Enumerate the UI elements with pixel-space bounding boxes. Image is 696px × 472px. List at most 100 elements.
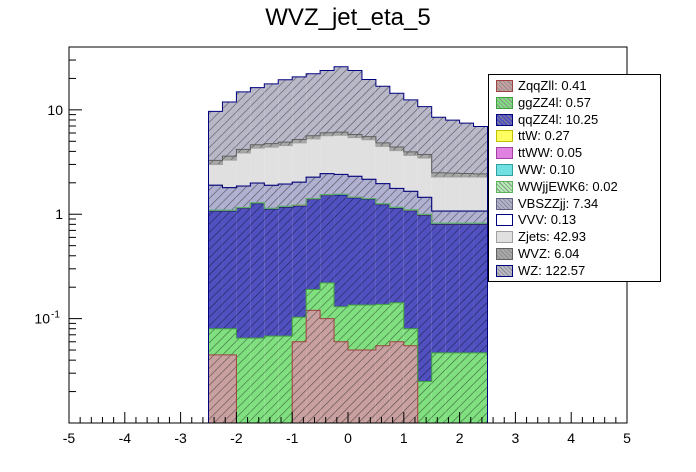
bar-WVZ-bin8: [320, 132, 335, 136]
bar-qqZZ4l-bin7: [306, 199, 321, 290]
bar-VBSZZjj-bin18: [459, 211, 474, 224]
legend-entry-VVV: VVV: 0.13: [489, 212, 660, 228]
legend-entry-ggZZ4l: ggZZ4l: 0.57: [489, 95, 660, 111]
bar-qqZZ4l-bin2: [236, 208, 251, 339]
bar-ZqqZll-bin10: [348, 350, 362, 423]
bar-ZqqZll-bin1: [222, 354, 237, 423]
x-tick-label: -1: [286, 430, 299, 446]
bar-Zjets-bin9: [334, 135, 348, 175]
x-tick-label: 5: [623, 430, 631, 446]
legend-swatch: [496, 264, 513, 277]
bar-qqZZ4l-bin13: [389, 208, 404, 303]
bar-WZ-bin2: [236, 91, 251, 150]
bar-WVZ-bin15: [417, 154, 432, 159]
bar-Zjets-bin3: [250, 148, 265, 183]
bar-WZ-bin19: [473, 126, 488, 174]
outline-WWjjEWK6: [208, 193, 488, 423]
bar-WZ-bin1: [222, 101, 237, 157]
bar-VBSZZjj-bin10: [348, 176, 362, 198]
bar-ggZZ4l-bin4: [264, 336, 279, 423]
legend-entry-qqZZ4l: qqZZ4l: 10.25: [489, 112, 660, 128]
legend-swatch: [496, 130, 513, 143]
bar-WZ-bin12: [375, 86, 390, 143]
bar-qqZZ4l-bin8: [320, 195, 335, 283]
bar-ZqqZll-bin6: [292, 341, 307, 423]
bar-qqZZ4l-bin9: [334, 194, 348, 307]
legend-entry-Zjets: Zjets: 42.93: [489, 229, 660, 245]
bar-ggZZ4l-bin17: [445, 352, 460, 423]
outline-WVZ: [208, 131, 488, 423]
x-tick-label: -4: [119, 430, 132, 446]
bar-ggZZ4l-bin5: [278, 336, 293, 423]
bar-VBSZZjj-bin0: [208, 185, 223, 211]
bar-WVZ-bin9: [334, 132, 348, 136]
bar-ZqqZll-bin0: [208, 354, 223, 423]
bar-VBSZZjj-bin15: [417, 197, 432, 215]
bar-WVZ-bin1: [222, 156, 237, 161]
bar-VBSZZjj-bin11: [361, 179, 376, 199]
bar-ggZZ4l-bin12: [375, 304, 390, 346]
bar-ggZZ4l-bin7: [306, 289, 321, 311]
x-tick-label: 4: [567, 430, 575, 446]
legend-swatch: [496, 96, 513, 109]
bar-ZqqZll-bin12: [375, 345, 390, 423]
bar-Zjets-bin14: [403, 155, 418, 192]
bar-WZ-bin4: [264, 83, 279, 144]
bar-qqZZ4l-bin1: [222, 211, 237, 329]
legend-entry-WWjjEWK6: WWjjEWK6: 0.02: [489, 179, 660, 195]
bar-ggZZ4l-bin2: [236, 338, 251, 423]
y-tick-label: 10: [47, 102, 63, 118]
series-VBSZZjj: [208, 173, 488, 224]
legend-swatch: [496, 214, 513, 227]
bar-qqZZ4l-bin16: [431, 224, 446, 353]
legend-entry-ttWW: ttWW: 0.05: [489, 145, 660, 161]
bar-Zjets-bin13: [389, 150, 404, 189]
bar-qqZZ4l-bin3: [250, 203, 265, 339]
legend-label: ZqqZll: 0.41: [518, 78, 587, 93]
y-tick-label: 1: [55, 206, 63, 222]
series-WVZ: [208, 132, 488, 177]
bar-VBSZZjj-bin1: [222, 187, 237, 211]
bar-VBSZZjj-bin14: [403, 191, 418, 210]
legend-swatch: [496, 164, 513, 176]
bar-WZ-bin6: [292, 76, 307, 140]
bar-WVZ-bin7: [306, 135, 321, 139]
legend-entry-ttW: ttW: 0.27: [489, 128, 660, 144]
bar-WVZ-bin17: [445, 173, 460, 177]
bar-WVZ-bin19: [473, 173, 488, 177]
bar-Zjets-bin16: [431, 176, 446, 211]
legend-label: WWjjEWK6: 0.02: [518, 178, 618, 194]
bar-WVZ-bin12: [375, 142, 390, 147]
bar-WZ-bin3: [250, 87, 265, 145]
legend-label: WW: 0.10: [518, 162, 575, 177]
legend-swatch: [496, 231, 513, 244]
bar-ggZZ4l-bin9: [334, 306, 348, 342]
bar-WZ-bin7: [306, 73, 321, 136]
bar-ggZZ4l-bin8: [320, 282, 335, 319]
bar-ZqqZll-bin13: [389, 341, 404, 423]
outline-VVV: [208, 173, 488, 423]
bar-VBSZZjj-bin13: [389, 188, 404, 208]
bar-WVZ-bin0: [208, 160, 223, 165]
bar-ZqqZll-bin9: [334, 341, 348, 423]
bar-ggZZ4l-bin14: [403, 328, 418, 346]
outline-WZ: [208, 66, 488, 423]
series-ZqqZll: [208, 310, 418, 423]
x-tick-label: 1: [400, 430, 408, 446]
bar-VBSZZjj-bin7: [306, 177, 321, 199]
bar-WZ-bin8: [320, 70, 335, 133]
outline-ggZZ4l: [208, 282, 488, 423]
legend-entry-VBSZZjj: VBSZZjj: 7.34: [489, 196, 660, 212]
bar-qqZZ4l-bin17: [445, 224, 460, 353]
legend-swatch: [496, 248, 513, 260]
bar-Zjets-bin17: [445, 176, 460, 211]
legend-entry-ZqqZll: ZqqZll: 0.41: [489, 78, 660, 94]
series-Zjets: [208, 135, 488, 211]
x-tick-label: -2: [230, 430, 243, 446]
bar-WVZ-bin10: [348, 134, 362, 138]
bar-VBSZZjj-bin12: [375, 183, 390, 204]
bar-WVZ-bin5: [278, 142, 293, 146]
bar-qqZZ4l-bin14: [403, 210, 418, 329]
bar-VBSZZjj-bin9: [334, 174, 348, 195]
bar-ggZZ4l-bin16: [431, 352, 446, 423]
